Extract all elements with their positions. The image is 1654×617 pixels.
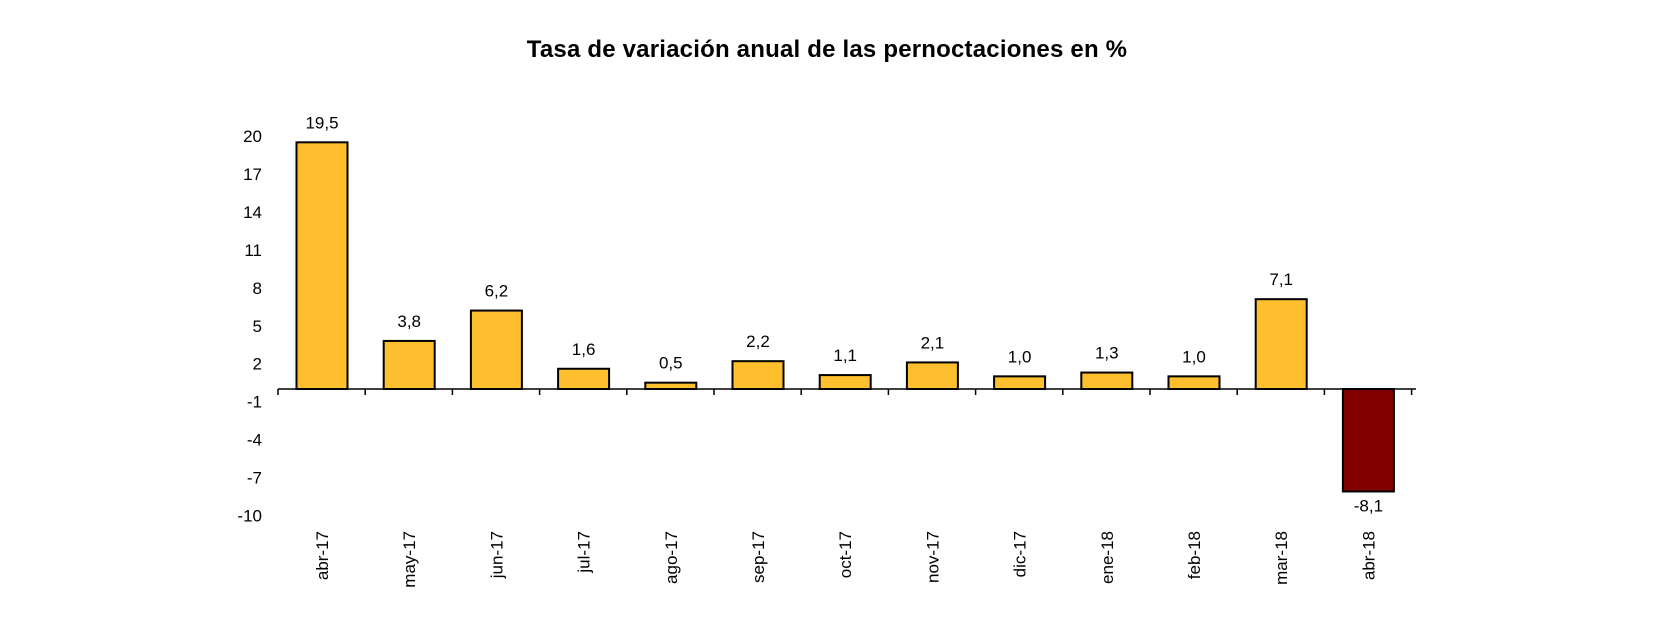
data-label: 1,3 — [1095, 344, 1119, 363]
y-tick-label: 20 — [243, 127, 262, 146]
x-tick-label: oct-17 — [836, 531, 855, 578]
bar — [731, 360, 785, 391]
x-tick-label: jul-17 — [575, 531, 594, 574]
x-tick-label: dic-17 — [1011, 531, 1030, 577]
y-tick-label: -7 — [247, 469, 262, 488]
y-tick-label: 17 — [243, 165, 262, 184]
data-label: 3,8 — [397, 312, 421, 331]
x-tick-label: sep-17 — [749, 531, 768, 583]
data-label: 1,1 — [833, 346, 857, 365]
data-label: 1,0 — [1182, 347, 1206, 366]
data-label: 7,1 — [1269, 270, 1293, 289]
y-tick-label: -1 — [247, 393, 262, 412]
bar — [1167, 375, 1221, 391]
y-tick-label: -10 — [237, 507, 262, 526]
y-tick-label: -4 — [247, 431, 262, 450]
x-tick-label: abr-18 — [1359, 531, 1378, 580]
bar — [1254, 298, 1308, 390]
bar — [644, 381, 698, 390]
bar — [1080, 371, 1134, 390]
data-label: 6,2 — [485, 282, 509, 301]
data-label: 2,2 — [746, 332, 770, 351]
x-tick-label: ago-17 — [662, 531, 681, 584]
y-tick-label: 2 — [253, 355, 262, 374]
x-tick-label: mar-18 — [1272, 531, 1291, 585]
x-tick-label: ene-18 — [1098, 531, 1117, 584]
bar — [1341, 388, 1395, 493]
y-tick-label: 11 — [244, 241, 262, 260]
bar — [905, 361, 959, 390]
data-label: 1,6 — [572, 340, 596, 359]
data-label: 19,5 — [305, 113, 338, 132]
y-tick-label: 5 — [253, 317, 262, 336]
data-label: -8,1 — [1354, 496, 1383, 515]
y-tick-label: 14 — [243, 203, 262, 222]
x-tick-label: may-17 — [400, 531, 419, 588]
chart-title: Tasa de variación anual de las pernoctac… — [526, 36, 1128, 63]
data-label: 2,1 — [921, 333, 945, 352]
bar — [557, 367, 611, 391]
bar — [993, 375, 1047, 391]
x-tick-label: feb-18 — [1185, 531, 1204, 579]
bar — [818, 374, 872, 390]
data-label: 0,5 — [659, 354, 683, 373]
x-tick-label: abr-17 — [313, 531, 332, 580]
data-label: 1,0 — [1008, 347, 1032, 366]
bar — [295, 141, 349, 390]
y-tick-label: 8 — [253, 279, 262, 298]
bar — [469, 309, 523, 391]
x-tick-label: nov-17 — [923, 531, 942, 583]
bar — [382, 339, 436, 390]
x-tick-label: jun-17 — [487, 531, 506, 579]
